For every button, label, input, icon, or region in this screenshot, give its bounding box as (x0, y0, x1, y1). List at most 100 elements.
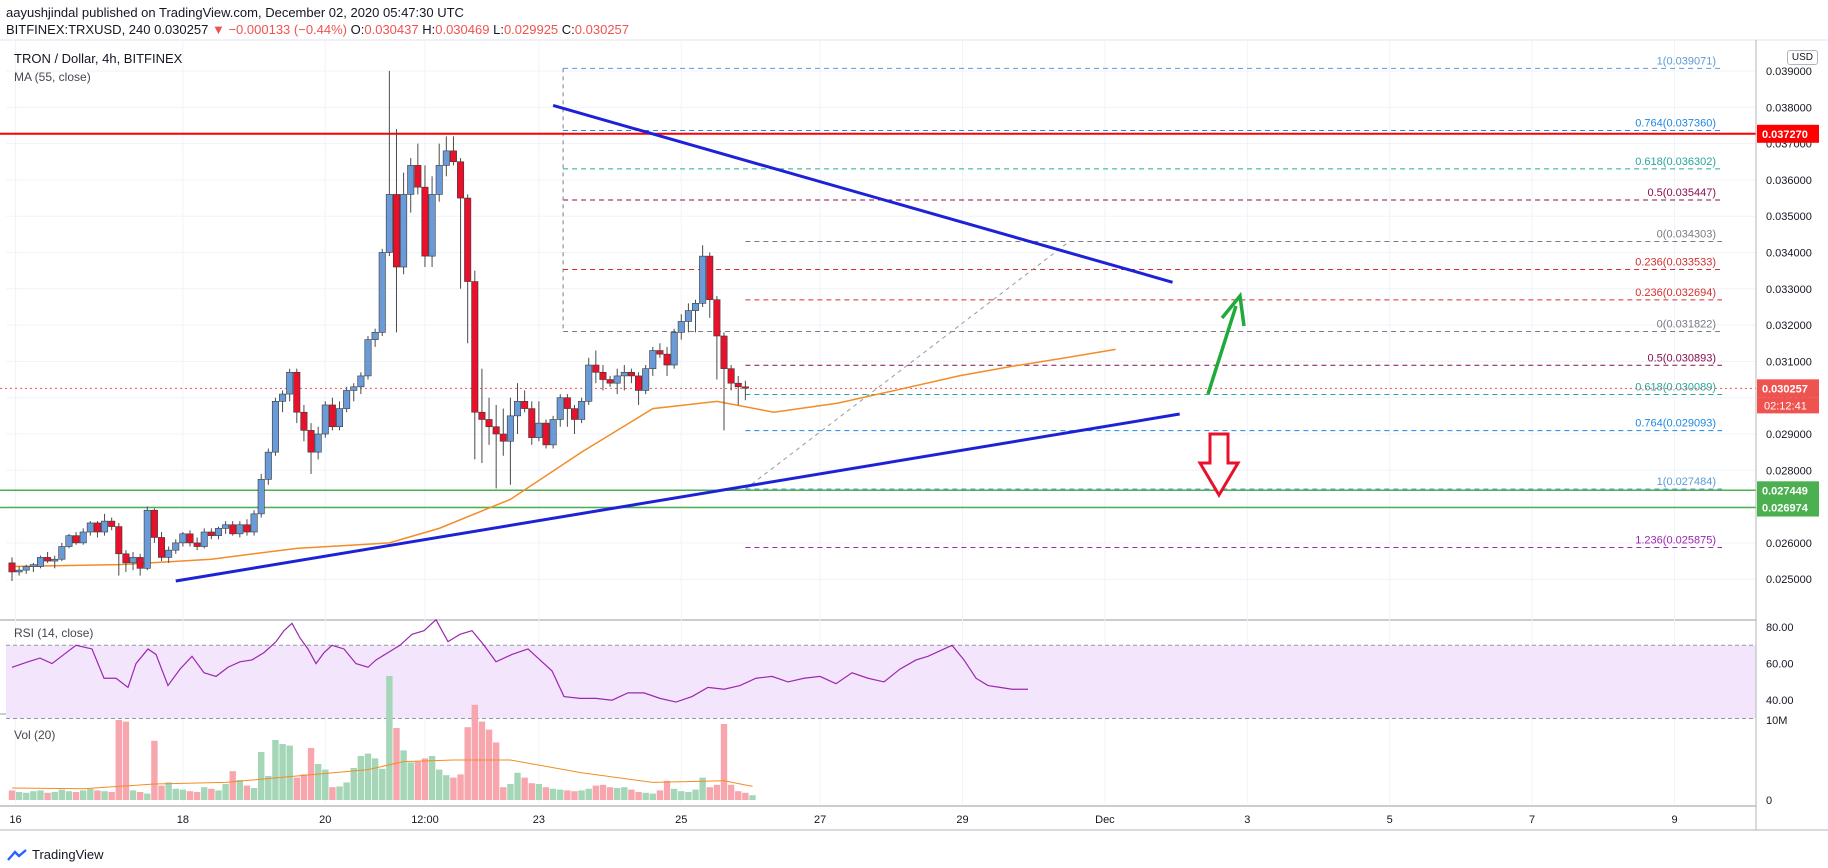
volume-bar (258, 752, 265, 800)
candle-body (214, 528, 222, 536)
candle-body (385, 194, 393, 253)
candle-body (36, 557, 44, 567)
volume-bar (471, 704, 478, 800)
candle-body (79, 531, 87, 544)
volume-bar (685, 792, 692, 800)
candle-body (29, 564, 37, 567)
rsi-tick-label: 40.00 (1766, 695, 1794, 707)
down-arrow-icon (1197, 432, 1241, 498)
volume-bar (144, 793, 151, 800)
volume-bar (23, 792, 30, 800)
volume-bar (614, 788, 621, 800)
volume-bar (521, 777, 528, 800)
candle-body (457, 161, 465, 199)
candle-body (207, 531, 215, 536)
fib-price: (0.030089) (1663, 381, 1716, 393)
pane-labels: TRON / Dollar, 4h, BITFINEX MA (55, close… (14, 51, 183, 742)
y-tick-label: 0.032000 (1766, 320, 1812, 332)
volume-bar (158, 785, 165, 800)
fib-lower-label: 1.236(0.025875) (1635, 534, 1716, 546)
volume-bar (129, 790, 137, 800)
candle-body (649, 350, 657, 369)
candle-body (193, 542, 201, 547)
volume-bar (307, 748, 315, 800)
low-label: L: (493, 22, 504, 37)
volume-bar (236, 780, 244, 800)
fib-ratio: 0.764 (1635, 418, 1663, 430)
rsi-label: RSI (14, close) (14, 626, 93, 640)
y-tick-label: 0.029000 (1766, 429, 1812, 441)
candle-body (464, 197, 472, 282)
x-tick-label: 27 (814, 814, 826, 826)
volume-bar (243, 785, 251, 800)
volume-bar (500, 787, 507, 800)
close-label: C: (561, 22, 575, 37)
candle-body (51, 558, 59, 562)
volume-bar (15, 792, 23, 800)
candle-body (620, 371, 628, 377)
high-value: 0.030469 (435, 22, 490, 37)
fib-ratio: 0.236 (1635, 256, 1663, 268)
candle-body (734, 382, 742, 388)
countdown-label: 02:12:41 (1764, 400, 1807, 412)
candle-body (336, 408, 344, 428)
volume-bar (108, 792, 115, 800)
fib-upper-label: 0.618(0.036302) (1635, 156, 1716, 168)
volume-bar (122, 721, 130, 800)
moving-average (11, 348, 1116, 568)
volume-bar (222, 784, 229, 800)
candle-body (713, 299, 721, 337)
candle-body (86, 522, 94, 533)
volume-bar (179, 789, 187, 800)
y-tick-label: 0.039000 (1766, 66, 1812, 78)
y-tick-label: 0.033000 (1766, 284, 1812, 296)
volume-bar (136, 792, 144, 800)
x-tick-label: 29 (956, 814, 968, 826)
volume-bar (436, 769, 443, 800)
candle-body (449, 150, 457, 163)
volume-bar (592, 785, 600, 800)
candle-body (115, 526, 123, 555)
fib-ratio: 0 (1657, 229, 1663, 241)
candle-body (692, 303, 700, 311)
volume-bar (457, 774, 464, 800)
candle-body (143, 509, 151, 569)
candle-body (15, 569, 23, 573)
volume-bar (343, 782, 350, 800)
volume-bar (350, 768, 357, 800)
currency-button[interactable]: USD (1786, 50, 1818, 65)
candle-body (58, 546, 66, 560)
candle-body (599, 371, 607, 380)
volume-bar (720, 724, 728, 800)
open-label: O: (350, 22, 365, 37)
volume-bar (94, 790, 101, 800)
volume-bar (478, 721, 486, 800)
volume-bar (400, 750, 407, 800)
volume-bar (528, 783, 535, 800)
fib-lower-label: 0.764(0.029093) (1635, 418, 1716, 430)
volume-bar (265, 776, 272, 800)
tradingview-footer[interactable]: TradingView (6, 847, 104, 862)
fib-price: (0.031822) (1663, 319, 1716, 331)
volume-bar (414, 761, 422, 800)
candle-body (706, 255, 714, 300)
x-tick-label: 23 (533, 814, 545, 826)
candle-body (720, 335, 728, 369)
volume-bar (421, 758, 429, 800)
volume-bar (407, 762, 414, 800)
candle-body (264, 451, 272, 480)
volume-bar (393, 728, 400, 800)
volume-bar (621, 787, 628, 800)
candle-body (150, 509, 158, 538)
candle-body (514, 401, 522, 417)
volume-bar (250, 788, 258, 800)
x-tick-label: 9 (1671, 814, 1677, 826)
fib-price: (0.035447) (1663, 187, 1716, 199)
candle-body (200, 531, 208, 547)
brand-label: TradingView (32, 847, 104, 862)
y-tick-label: 0.025000 (1766, 574, 1812, 586)
volume-bar (692, 789, 699, 800)
volume-bar (735, 791, 742, 800)
volume-bar (699, 777, 706, 800)
